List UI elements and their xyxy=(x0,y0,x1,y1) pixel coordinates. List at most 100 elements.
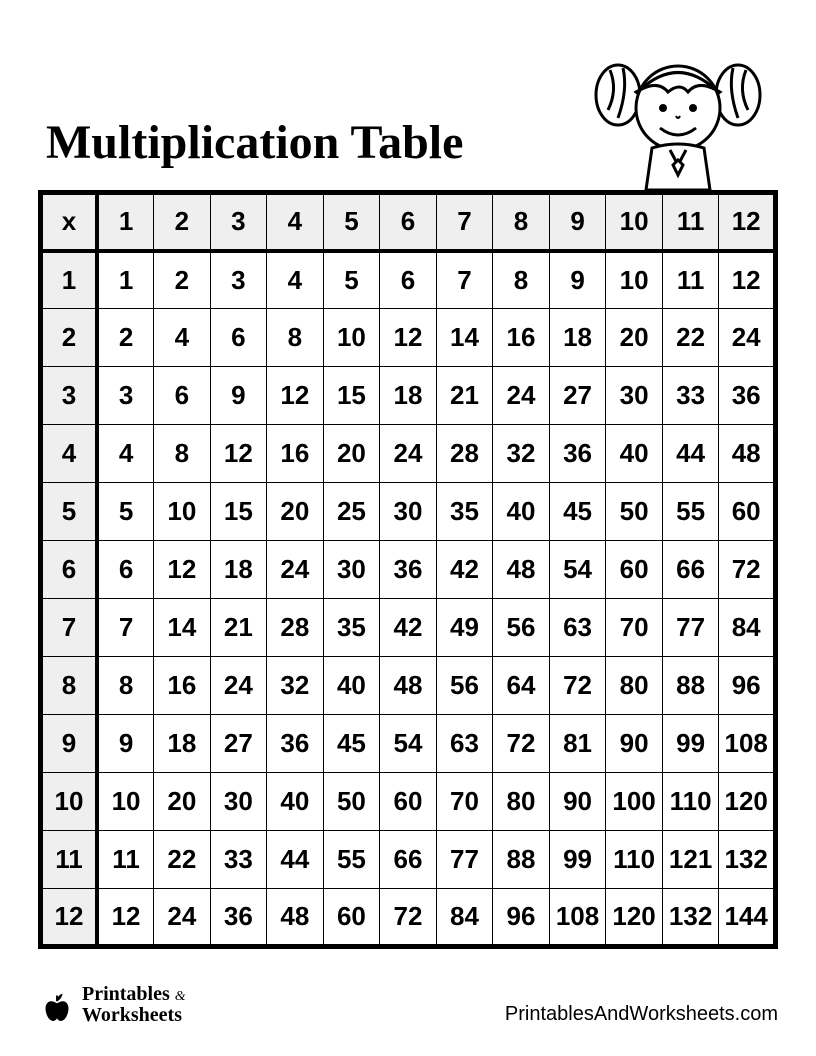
table-cell: 120 xyxy=(719,773,776,831)
table-header-row: x 123456789101112 xyxy=(41,193,776,251)
table-cell: 6 xyxy=(97,541,154,599)
apple-icon xyxy=(38,986,76,1024)
table-cell: 33 xyxy=(210,831,267,889)
table-cell: 4 xyxy=(154,309,211,367)
table-row-header: 3 xyxy=(41,367,98,425)
table-row-header: 10 xyxy=(41,773,98,831)
girl-illustration-icon xyxy=(588,40,768,190)
table-cell: 3 xyxy=(97,367,154,425)
table-cell: 108 xyxy=(549,889,606,947)
table-col-header: 5 xyxy=(323,193,380,251)
table-cell: 110 xyxy=(606,831,663,889)
table-cell: 132 xyxy=(719,831,776,889)
table-cell: 49 xyxy=(436,599,493,657)
table-row: 771421283542495663707784 xyxy=(41,599,776,657)
table-cell: 21 xyxy=(210,599,267,657)
table-cell: 40 xyxy=(323,657,380,715)
table-cell: 100 xyxy=(606,773,663,831)
table-cell: 2 xyxy=(154,251,211,309)
table-cell: 120 xyxy=(606,889,663,947)
table-cell: 64 xyxy=(493,657,550,715)
table-cell: 18 xyxy=(549,309,606,367)
table-row-header: 11 xyxy=(41,831,98,889)
table-row: 224681012141618202224 xyxy=(41,309,776,367)
table-cell: 36 xyxy=(380,541,437,599)
table-cell: 60 xyxy=(323,889,380,947)
table-cell: 30 xyxy=(323,541,380,599)
table-cell: 60 xyxy=(380,773,437,831)
table-cell: 10 xyxy=(606,251,663,309)
table-cell: 35 xyxy=(436,483,493,541)
table-cell: 14 xyxy=(436,309,493,367)
brand-logo: Printables & Worksheets xyxy=(38,984,186,1026)
table-cell: 88 xyxy=(662,657,719,715)
table-cell: 27 xyxy=(210,715,267,773)
table-cell: 12 xyxy=(267,367,324,425)
table-cell: 12 xyxy=(97,889,154,947)
table-col-header: 9 xyxy=(549,193,606,251)
table-cell: 54 xyxy=(549,541,606,599)
table-cell: 21 xyxy=(436,367,493,425)
table-col-header: 2 xyxy=(154,193,211,251)
table-cell: 1 xyxy=(97,251,154,309)
table-col-header: 8 xyxy=(493,193,550,251)
table-cell: 96 xyxy=(719,657,776,715)
table-col-header: 10 xyxy=(606,193,663,251)
table-cell: 28 xyxy=(436,425,493,483)
table-cell: 50 xyxy=(606,483,663,541)
table-cell: 12 xyxy=(154,541,211,599)
table-cell: 50 xyxy=(323,773,380,831)
table-cell: 11 xyxy=(97,831,154,889)
table-cell: 70 xyxy=(606,599,663,657)
table-row-header: 7 xyxy=(41,599,98,657)
table-cell: 6 xyxy=(154,367,211,425)
table-cell: 60 xyxy=(606,541,663,599)
table-cell: 96 xyxy=(493,889,550,947)
table-cell: 80 xyxy=(493,773,550,831)
table-cell: 90 xyxy=(549,773,606,831)
table-row: 44812162024283236404448 xyxy=(41,425,776,483)
table-cell: 48 xyxy=(267,889,324,947)
table-cell: 8 xyxy=(267,309,324,367)
table-cell: 54 xyxy=(380,715,437,773)
table-row-header: 2 xyxy=(41,309,98,367)
page-title: Multiplication Table xyxy=(46,115,463,170)
table-cell: 7 xyxy=(436,251,493,309)
table-cell: 20 xyxy=(323,425,380,483)
table-row: 11112233445566778899110121132 xyxy=(41,831,776,889)
table-cell: 8 xyxy=(154,425,211,483)
table-row: 881624324048566472808896 xyxy=(41,657,776,715)
table-cell: 72 xyxy=(719,541,776,599)
table-row: 9918273645546372819099108 xyxy=(41,715,776,773)
table-cell: 30 xyxy=(606,367,663,425)
table-cell: 8 xyxy=(493,251,550,309)
table-cell: 70 xyxy=(436,773,493,831)
table-cell: 20 xyxy=(606,309,663,367)
table-cell: 22 xyxy=(662,309,719,367)
table-row: 3369121518212427303336 xyxy=(41,367,776,425)
table-cell: 20 xyxy=(267,483,324,541)
table-cell: 48 xyxy=(719,425,776,483)
table-cell: 48 xyxy=(493,541,550,599)
table-cell: 4 xyxy=(267,251,324,309)
table-cell: 10 xyxy=(97,773,154,831)
table-cell: 66 xyxy=(380,831,437,889)
table-row: 10102030405060708090100110120 xyxy=(41,773,776,831)
table-cell: 56 xyxy=(436,657,493,715)
table-cell: 99 xyxy=(662,715,719,773)
table-cell: 72 xyxy=(380,889,437,947)
table-cell: 6 xyxy=(380,251,437,309)
table-cell: 24 xyxy=(267,541,324,599)
table-cell: 88 xyxy=(493,831,550,889)
table-cell: 144 xyxy=(719,889,776,947)
table-cell: 36 xyxy=(719,367,776,425)
table-cell: 24 xyxy=(154,889,211,947)
table-cell: 55 xyxy=(323,831,380,889)
table-cell: 81 xyxy=(549,715,606,773)
table-cell: 11 xyxy=(662,251,719,309)
table-cell: 24 xyxy=(493,367,550,425)
table-cell: 77 xyxy=(436,831,493,889)
table-cell: 84 xyxy=(719,599,776,657)
table-cell: 8 xyxy=(97,657,154,715)
table-cell: 16 xyxy=(267,425,324,483)
